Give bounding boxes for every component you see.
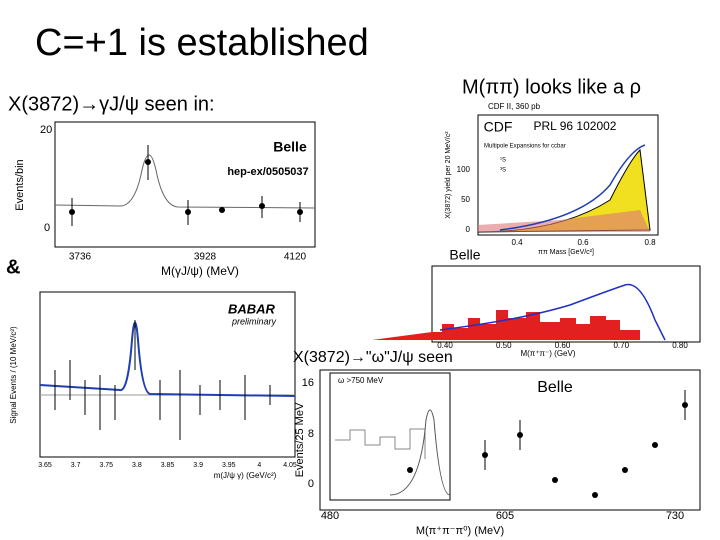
legend-entry: ³S <box>500 168 506 174</box>
x-tick-label: 0.60 <box>555 341 571 350</box>
y-tick-label: 8 <box>308 428 314 440</box>
plot-frame <box>39 291 296 458</box>
x-tick-label: 3736 <box>69 252 92 263</box>
babar-note: preliminary <box>231 316 277 326</box>
y-axis-label: Signal Events / (10 MeV/c²) <box>9 326 18 424</box>
run-label: CDF II, 360 pb <box>488 102 541 111</box>
belle-pipi-plot: Belle M(π⁺π⁻) (GeV) 0.40 0.50 0.60 0.70 0.80 <box>372 247 701 358</box>
x-tick-label: 3.95 <box>222 462 236 469</box>
belle-gamma-plot: 20 0 3736 3928 4120 M(γJ/ψ) (MeV) Events… <box>14 121 316 278</box>
legend-entry: ¹S <box>500 158 506 164</box>
left-heading: X(3872)→γJ/ψ seen in: <box>8 93 215 115</box>
x-tick-label: 4.05 <box>283 462 297 469</box>
x-axis-label: ππ Mass [GeV/c²] <box>538 249 594 256</box>
x-ticks: 3.65 3.7 3.75 3.8 3.85 3.9 3.95 4 4.05 <box>38 462 297 469</box>
x-tick-label: 0.40 <box>437 341 453 350</box>
x-tick-label: 3.65 <box>38 462 52 469</box>
experiment-label: CDF <box>484 119 513 135</box>
belle-omega-plot: Belle ω >750 MeV 16 8 0 480 605 730 M(π⁺… <box>294 369 701 537</box>
babar-plot: BABAR preliminary Signal Events / (10 Me… <box>9 291 297 480</box>
x-tick-label: 605 <box>496 510 514 522</box>
x-tick-label: 3.9 <box>193 462 203 469</box>
fit-curve <box>499 144 646 231</box>
x-axis-label: m(J/ψ γ) (GeV/c²) <box>214 471 277 480</box>
y-tick-label: 50 <box>461 195 470 204</box>
x-tick-label: 3.7 <box>71 462 81 469</box>
x-tick-label: 0.50 <box>496 341 512 350</box>
x-tick-label: 3.8 <box>132 462 142 469</box>
x-tick-label: 3.75 <box>99 462 113 469</box>
cdf-plot: CDF PRL 96 102002 CDF II, 360 pb Multipo… <box>445 102 659 256</box>
reference-label: hep-ex/0505037 <box>227 166 308 178</box>
reference-label: PRL 96 102002 <box>534 119 617 133</box>
experiment-label: Belle <box>449 247 480 263</box>
omega-heading: X(3872)→"ω"J/ψ seen <box>293 349 453 366</box>
data-points <box>54 320 271 440</box>
x-tick-label: 0.80 <box>672 341 688 350</box>
x-tick-label: 0.70 <box>613 341 629 350</box>
legend-title: Multipole Expansions for ccbar <box>484 144 566 150</box>
hatched-area <box>478 210 650 232</box>
fit-curve <box>439 283 666 341</box>
inset-label: ω >750 MeV <box>338 376 384 385</box>
y-tick-label: 0 <box>44 222 50 234</box>
x-tick-label: 3928 <box>194 252 217 263</box>
y-tick-label: 0 <box>466 225 471 234</box>
x-ticks: 0.40 0.50 0.60 0.70 0.80 <box>437 341 688 350</box>
x-tick-label: 0.8 <box>644 238 656 247</box>
background-histogram <box>372 310 640 340</box>
data-points <box>69 145 303 226</box>
x-axis-label: M(π⁺π⁻) (GeV) <box>520 349 575 358</box>
x-axis-label: M(π⁺π⁻π⁰) (MeV) <box>416 525 504 537</box>
data-points <box>407 390 688 498</box>
y-axis-label: Events/25 MeV <box>294 402 306 477</box>
x-axis-label: M(γJ/ψ) (MeV) <box>161 264 239 278</box>
y-tick-label: 100 <box>457 165 471 174</box>
plot-frame <box>477 114 659 236</box>
y-axis-label: Events/bin <box>14 159 26 210</box>
x-tick-label: 4 <box>257 462 261 469</box>
experiment-label: Belle <box>273 139 307 155</box>
plot-frame <box>54 121 316 248</box>
y-tick-label: 20 <box>40 124 52 136</box>
experiment-label: Belle <box>537 379 573 396</box>
inset-curve <box>389 409 451 496</box>
y-tick-label: 16 <box>302 377 314 389</box>
x-tick-label: 0.6 <box>577 238 589 247</box>
fit-curve <box>39 321 296 397</box>
slide-title: C=+1 is established <box>35 22 369 64</box>
x-tick-label: 0.4 <box>511 238 523 247</box>
ampersand: & <box>6 256 20 278</box>
y-tick-label: 0 <box>308 478 314 490</box>
x-tick-label: 730 <box>666 510 684 522</box>
plot-frame <box>431 265 701 343</box>
plot-frame <box>319 369 701 511</box>
fit-curve <box>54 154 316 209</box>
x-tick-label: 480 <box>321 510 339 522</box>
right-heading: M(ππ) looks like a ρ <box>462 76 641 98</box>
x-tick-label: 3.85 <box>161 462 175 469</box>
inset-histogram <box>335 428 426 459</box>
babar-logo: BABAR <box>228 301 276 316</box>
y-axis-label: X(3872) yield per 20 MeV/c² <box>445 131 452 219</box>
x-tick-label: 4120 <box>284 252 307 263</box>
